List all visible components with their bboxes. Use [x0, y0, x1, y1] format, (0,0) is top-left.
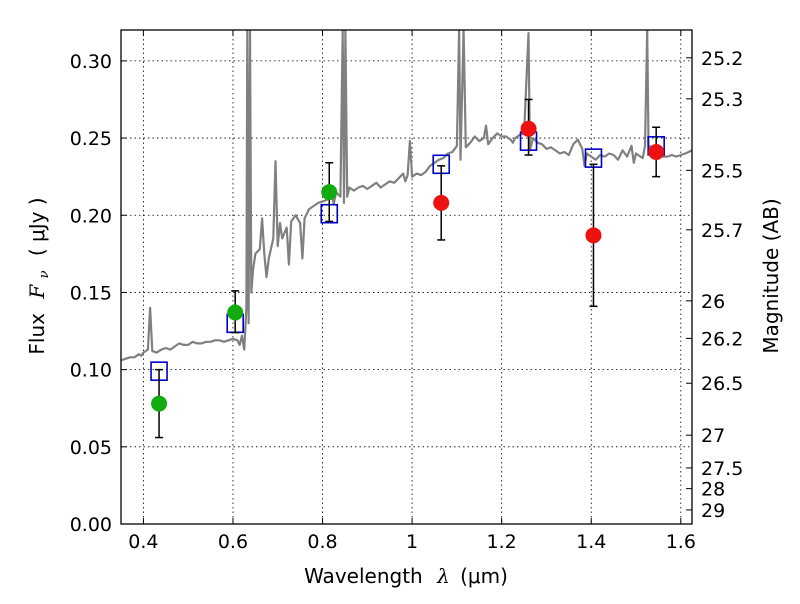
x-tick-label: 1.2: [487, 531, 517, 553]
x-axis-label-prefix: Wavelength: [304, 564, 423, 588]
mag-tick-label: 25.5: [701, 160, 743, 182]
x-tick-label: 0.6: [218, 531, 248, 553]
mag-tick-label: 25.3: [701, 89, 743, 111]
mag-tick-label: 27: [701, 425, 725, 447]
observed-point-red: [585, 227, 602, 244]
y-axis-label: Flux F ν ( μJy ): [25, 197, 53, 354]
plot-area: [121, 30, 692, 439]
y2-axis-label: Magnitude (AB): [759, 198, 783, 353]
observed-point-red: [648, 143, 665, 160]
y-tick-label: 0.05: [70, 437, 112, 459]
y-tick-label: 0.10: [70, 360, 112, 382]
observed-point-green: [151, 395, 168, 412]
axes-frame: [120, 29, 693, 525]
y-tick-label: 0.30: [70, 51, 112, 73]
mag-tick-label: 27.5: [701, 458, 743, 480]
observed-point-green: [227, 304, 244, 321]
x-axis-label-math: λ: [436, 564, 450, 588]
observed-point-green: [321, 184, 338, 201]
x-tick-label: 1: [406, 531, 418, 553]
x-axis-label: Wavelength λ (μm): [304, 564, 508, 588]
axis-ticks: 0.4 0.6 0.8 1 1.2 1.4 1.6 0.00 0.05 0.10 0.15 0.20 0…: [70, 30, 743, 553]
x-axis-label-unit: (μm): [460, 564, 508, 588]
y-axis-label-unit: ( μJy ): [25, 197, 49, 256]
y-axis-label-math: F: [25, 284, 49, 300]
y-tick-label: 0.15: [70, 282, 112, 304]
observed-point-red: [433, 194, 450, 211]
y-tick-label: 0.00: [70, 514, 112, 536]
mag-tick-label: 28: [701, 479, 725, 501]
y-tick-label: 0.25: [70, 128, 112, 150]
mag-tick-label: 26.5: [701, 373, 743, 395]
y-axis-label-sub: ν: [37, 270, 52, 278]
x-tick-label: 1.6: [666, 531, 696, 553]
x-tick-label: 0.8: [307, 531, 337, 553]
grid-lines: [121, 30, 692, 524]
model-spectrum-line: [121, 30, 692, 362]
mag-tick-label: 29: [701, 500, 725, 522]
observed-point-red: [520, 120, 537, 137]
y-axis-label-prefix: Flux: [25, 313, 49, 355]
y-tick-label: 0.20: [70, 205, 112, 227]
mag-tick-label: 25.7: [701, 220, 743, 242]
mag-tick-label: 26: [701, 291, 725, 313]
x-tick-label: 0.4: [128, 531, 158, 553]
mag-tick-label: 25.2: [701, 48, 743, 70]
mag-tick-label: 26.2: [701, 328, 743, 350]
x-tick-label: 1.4: [576, 531, 606, 553]
